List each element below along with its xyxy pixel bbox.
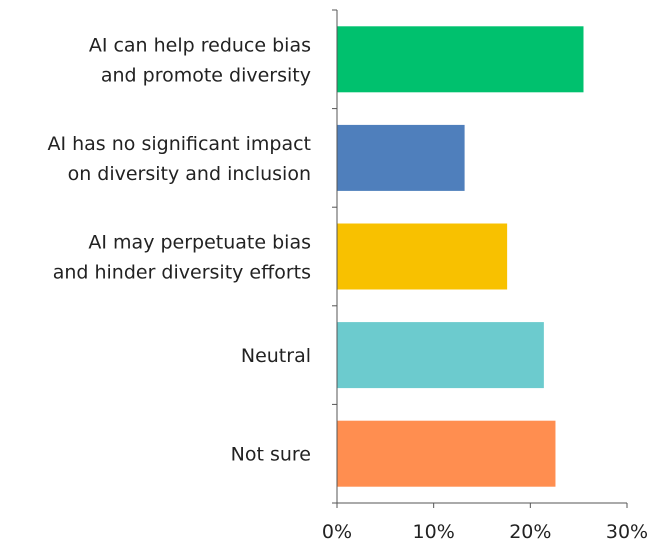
category-label: and hinder diversity efforts xyxy=(53,262,311,284)
category-label: AI can help reduce bias xyxy=(89,34,311,56)
axis-ticks xyxy=(332,9,628,508)
category-label: Neutral xyxy=(241,345,311,367)
bars-group xyxy=(337,26,584,487)
x-tick-label: 20% xyxy=(509,521,551,543)
x-tick-label: 0% xyxy=(322,521,352,543)
bar xyxy=(337,223,508,290)
category-label: Not sure xyxy=(231,444,311,466)
x-tick-labels: 0% 10% 20% 30% xyxy=(322,521,648,543)
category-label: on diversity and inclusion xyxy=(68,163,311,185)
x-tick-label: 30% xyxy=(606,521,648,543)
category-label: AI may perpetuate bias xyxy=(88,232,311,254)
bar xyxy=(337,26,584,93)
x-tick-label: 10% xyxy=(413,521,455,543)
category-label: AI has no significant impact xyxy=(47,133,311,155)
bar xyxy=(337,420,556,487)
category-label: and promote diversity xyxy=(101,64,311,86)
category-labels: AI can help reduce bias and promote diver… xyxy=(47,34,311,465)
bar xyxy=(337,322,544,389)
bar xyxy=(337,124,465,191)
